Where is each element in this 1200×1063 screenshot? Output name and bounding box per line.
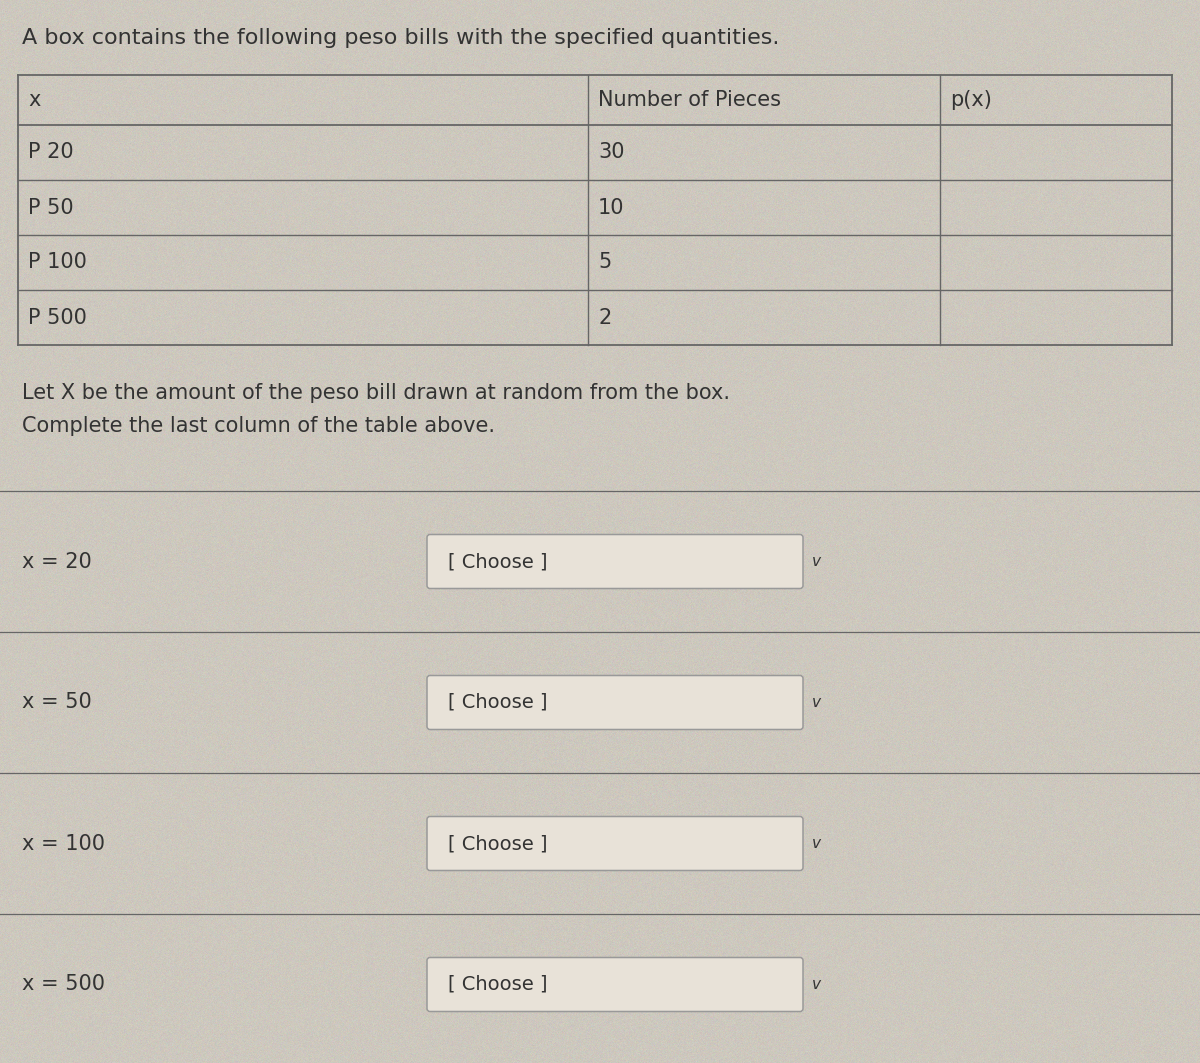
Text: 30: 30 <box>598 142 624 163</box>
Text: x = 100: x = 100 <box>22 833 106 854</box>
Text: x = 20: x = 20 <box>22 552 91 572</box>
Text: v: v <box>811 695 821 710</box>
Text: [ Choose ]: [ Choose ] <box>448 834 547 853</box>
FancyBboxPatch shape <box>427 816 803 871</box>
FancyBboxPatch shape <box>427 675 803 729</box>
Text: P 20: P 20 <box>28 142 73 163</box>
Text: 5: 5 <box>598 253 611 272</box>
FancyBboxPatch shape <box>427 958 803 1012</box>
Text: v: v <box>811 977 821 992</box>
FancyBboxPatch shape <box>427 535 803 589</box>
Text: x = 500: x = 500 <box>22 975 106 995</box>
Text: P 100: P 100 <box>28 253 86 272</box>
Text: [ Choose ]: [ Choose ] <box>448 552 547 571</box>
Text: P 500: P 500 <box>28 307 86 327</box>
Text: [ Choose ]: [ Choose ] <box>448 975 547 994</box>
Text: A box contains the following peso bills with the specified quantities.: A box contains the following peso bills … <box>22 28 779 48</box>
Text: v: v <box>811 554 821 569</box>
Text: Complete the last column of the table above.: Complete the last column of the table ab… <box>22 416 496 436</box>
Text: x = 50: x = 50 <box>22 692 91 712</box>
Text: p(x): p(x) <box>950 90 992 109</box>
Text: 10: 10 <box>598 198 624 218</box>
Text: [ Choose ]: [ Choose ] <box>448 693 547 712</box>
Text: 2: 2 <box>598 307 611 327</box>
Text: v: v <box>811 836 821 851</box>
Text: Number of Pieces: Number of Pieces <box>598 90 781 109</box>
Text: x: x <box>28 90 41 109</box>
Text: Let X be the amount of the peso bill drawn at random from the box.: Let X be the amount of the peso bill dra… <box>22 383 730 403</box>
Text: P 50: P 50 <box>28 198 73 218</box>
